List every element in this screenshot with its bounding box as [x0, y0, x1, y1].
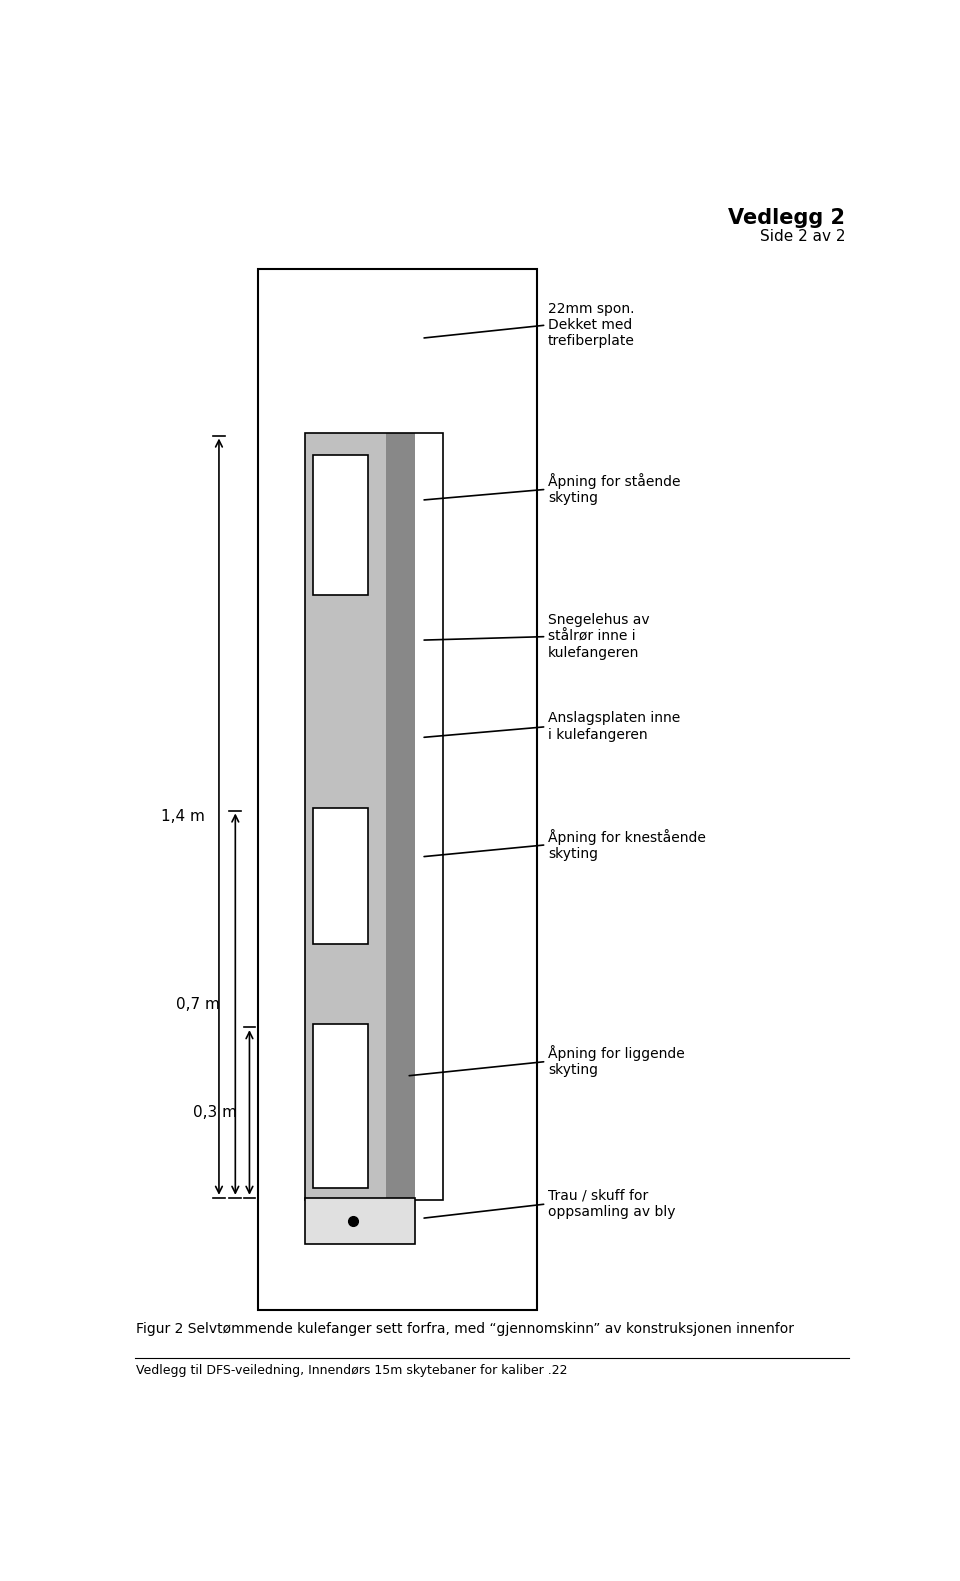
Text: Vedlegg til DFS-veiledning, Innendørs 15m skytebaner for kaliber .22: Vedlegg til DFS-veiledning, Innendørs 15… [136, 1364, 568, 1377]
Bar [304, 433, 415, 1200]
Text: Figur 2 Selvtømmende kulefanger sett forfra, med “gjennomskinn” av konstruksjone: Figur 2 Selvtømmende kulefanger sett for… [136, 1322, 794, 1336]
Bar [313, 808, 368, 944]
Text: Vedlegg 2: Vedlegg 2 [729, 209, 846, 228]
Bar [257, 269, 537, 1309]
Text: 22mm spon.
Dekket med
trefiberplate: 22mm spon. Dekket med trefiberplate [424, 302, 635, 348]
Bar [386, 433, 415, 1200]
Bar [313, 1023, 368, 1187]
Text: 0,3 m: 0,3 m [193, 1105, 237, 1119]
Bar [304, 433, 443, 1200]
Bar [304, 1198, 415, 1244]
Text: Åpning for stående
skyting: Åpning for stående skyting [424, 473, 681, 506]
Text: 1,4 m: 1,4 m [161, 809, 205, 824]
Text: Trau / skuff for
oppsamling av bly: Trau / skuff for oppsamling av bly [424, 1189, 675, 1219]
Text: Åpning for knestående
skyting: Åpning for knestående skyting [424, 828, 706, 860]
Text: Snegelehus av
stålrør inne i
kulefangeren: Snegelehus av stålrør inne i kulefangere… [424, 613, 649, 659]
Bar [313, 455, 368, 594]
Text: Åpning for liggende
skyting: Åpning for liggende skyting [409, 1045, 684, 1077]
Text: 0,7 m: 0,7 m [177, 996, 220, 1012]
Text: Anslagsplaten inne
i kulefangeren: Anslagsplaten inne i kulefangeren [424, 711, 680, 741]
Text: Side 2 av 2: Side 2 av 2 [760, 229, 846, 243]
